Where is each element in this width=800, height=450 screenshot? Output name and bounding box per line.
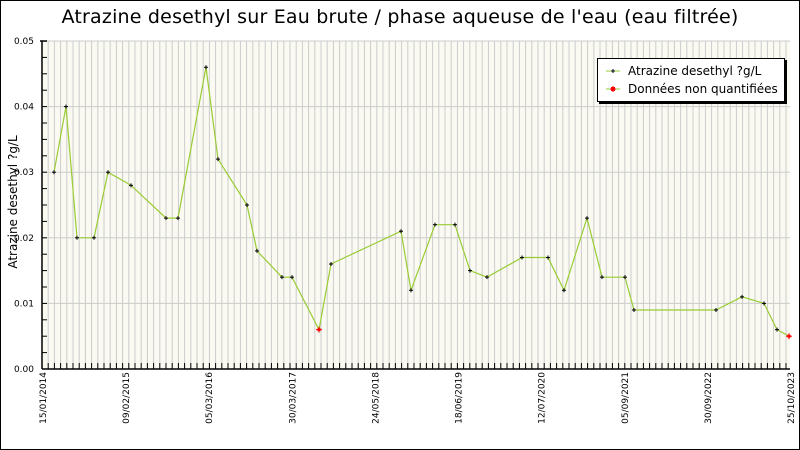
svg-text:0.04: 0.04 <box>14 103 34 113</box>
legend: Atrazine desethyl ?g/L Données non quant… <box>597 58 785 102</box>
svg-text:0.02: 0.02 <box>14 234 34 244</box>
svg-text:12/07/2020: 12/07/2020 <box>538 372 548 424</box>
legend-item-non-quantified: Données non quantifiées <box>598 80 784 98</box>
svg-text:09/02/2015: 09/02/2015 <box>122 372 132 424</box>
svg-text:18/06/2019: 18/06/2019 <box>455 372 465 424</box>
svg-text:30/03/2017: 30/03/2017 <box>288 372 298 424</box>
red-marker-icon <box>606 86 620 92</box>
line-marker-icon <box>606 69 620 73</box>
svg-text:05/03/2016: 05/03/2016 <box>205 372 215 424</box>
svg-text:0.00: 0.00 <box>14 365 34 375</box>
svg-text:30/09/2022: 30/09/2022 <box>704 372 714 424</box>
chart-title: Atrazine desethyl sur Eau brute / phase … <box>61 6 739 28</box>
svg-text:25/10/2023: 25/10/2023 <box>787 372 797 424</box>
svg-text:0.01: 0.01 <box>14 299 34 309</box>
svg-text:0.05: 0.05 <box>14 37 34 47</box>
svg-text:15/01/2014: 15/01/2014 <box>39 372 49 424</box>
svg-text:0.03: 0.03 <box>14 168 34 178</box>
svg-text:05/09/2021: 05/09/2021 <box>621 372 631 424</box>
svg-text:24/05/2018: 24/05/2018 <box>371 372 381 424</box>
legend-item-series: Atrazine desethyl ?g/L <box>598 62 784 80</box>
